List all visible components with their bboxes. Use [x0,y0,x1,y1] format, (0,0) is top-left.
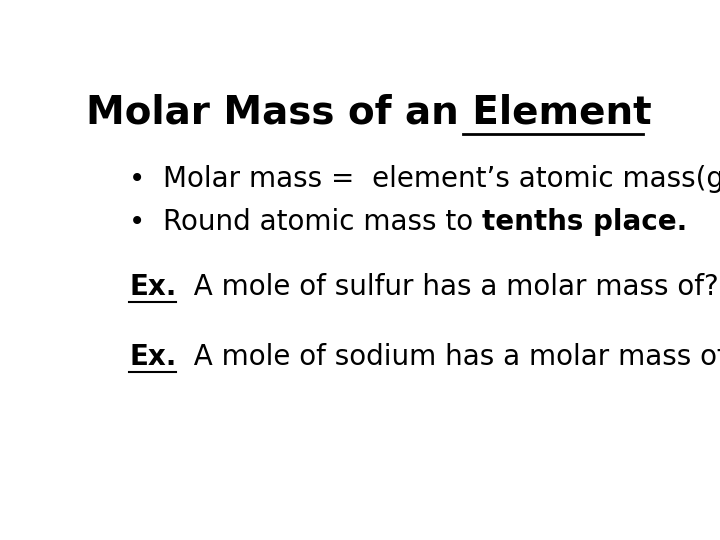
Text: •  Round atomic mass to: • Round atomic mass to [129,208,482,237]
Text: tenths place.: tenths place. [482,208,688,237]
Text: Ex.: Ex. [129,343,176,372]
Text: Molar Mass of an Element: Molar Mass of an Element [86,94,652,132]
Text: A mole of sulfur has a molar mass of?: A mole of sulfur has a molar mass of? [176,273,719,301]
Text: Ex.: Ex. [129,273,176,301]
Text: •  Molar mass =  element’s atomic mass(grams): • Molar mass = element’s atomic mass(gra… [129,165,720,193]
Text: A mole of sodium has a molar mass of?: A mole of sodium has a molar mass of? [176,343,720,372]
